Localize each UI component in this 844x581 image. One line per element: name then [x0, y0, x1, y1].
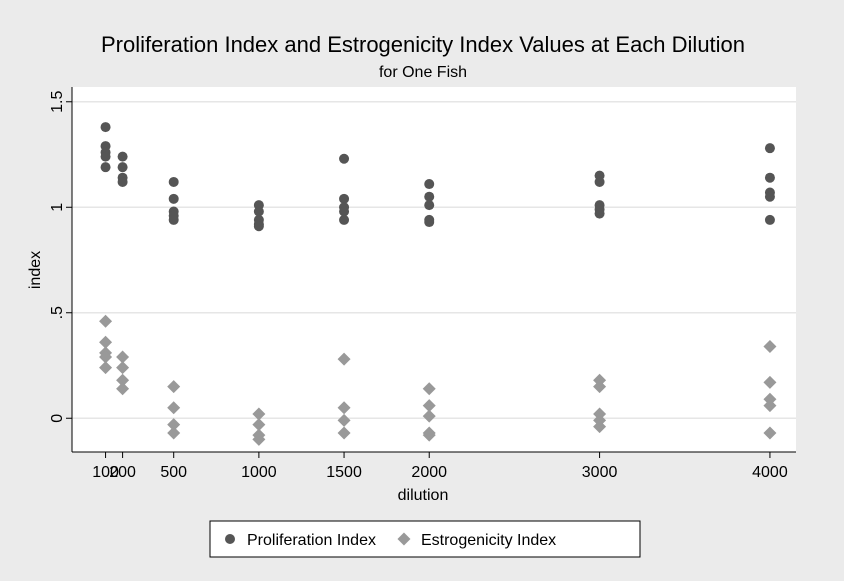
legend-label: Estrogenicity Index — [421, 532, 556, 549]
x-tick-label: 500 — [160, 464, 187, 481]
circle-marker — [339, 193, 350, 204]
diamond-marker — [593, 380, 607, 394]
diamond-marker — [422, 428, 436, 442]
circle-marker — [764, 172, 775, 183]
circle-marker — [764, 191, 775, 202]
x-tick-label: 3000 — [582, 464, 618, 481]
diamond-marker — [116, 373, 130, 387]
diamond-marker — [337, 352, 351, 366]
circle-marker — [764, 143, 775, 154]
diamond-marker — [99, 335, 113, 349]
circle-marker — [117, 162, 128, 173]
circle-marker — [253, 221, 264, 232]
diamond-marker — [167, 426, 181, 440]
x-tick-label: 1500 — [326, 464, 362, 481]
circle-marker — [339, 153, 350, 164]
diamond-marker — [422, 409, 436, 423]
circle-marker — [117, 151, 128, 162]
diamond-marker — [252, 432, 266, 446]
x-tick-label: 4000 — [752, 464, 788, 481]
circle-marker — [594, 176, 605, 187]
diamond-marker — [763, 426, 777, 440]
diamond-marker — [116, 361, 130, 375]
diamond-marker — [116, 382, 130, 396]
diamond-marker — [167, 401, 181, 415]
diamond-marker — [337, 413, 351, 427]
diamond-marker — [422, 382, 436, 396]
chart-subtitle: for One Fish — [379, 64, 467, 81]
y-axis-title: index — [27, 251, 44, 289]
x-tick-label: 200 — [109, 464, 136, 481]
diamond-marker — [252, 418, 266, 432]
circle-marker — [594, 208, 605, 219]
diamond-marker — [763, 399, 777, 413]
circle-marker — [168, 214, 179, 225]
diamond-marker — [99, 314, 113, 328]
diamond-marker — [99, 350, 113, 364]
circle-marker — [168, 193, 179, 204]
diamond-marker — [116, 350, 130, 364]
chart-title: Proliferation Index and Estrogenicity In… — [101, 32, 745, 57]
legend-marker — [397, 532, 411, 546]
diamond-marker — [167, 380, 181, 394]
x-tick-label: 1000 — [241, 464, 277, 481]
circle-marker — [253, 206, 264, 217]
diamond-marker — [763, 340, 777, 354]
y-tick-label: 1.5 — [49, 91, 66, 113]
circle-marker — [117, 176, 128, 187]
circle-marker — [424, 217, 435, 228]
diamond-marker — [252, 407, 266, 421]
circle-marker — [424, 179, 435, 190]
diamond-marker — [167, 418, 181, 432]
diamond-marker — [593, 420, 607, 434]
diamond-marker — [99, 361, 113, 375]
x-tick-label: 100 — [92, 464, 119, 481]
circle-marker — [100, 151, 111, 162]
diamond-marker — [763, 375, 777, 389]
circle-marker — [168, 176, 179, 187]
legend-label: Proliferation Index — [247, 532, 376, 549]
circle-marker — [100, 162, 111, 173]
plot-area — [72, 87, 796, 452]
y-tick-label: 0 — [49, 414, 66, 423]
diamond-marker — [337, 401, 351, 415]
x-tick-label: 2000 — [411, 464, 447, 481]
circle-marker — [100, 122, 111, 133]
circle-marker — [339, 214, 350, 225]
diamond-marker — [422, 399, 436, 413]
circle-marker — [424, 191, 435, 202]
circle-marker — [424, 200, 435, 211]
circle-marker — [764, 214, 775, 225]
circle-marker — [339, 206, 350, 217]
x-axis-title: dilution — [398, 487, 449, 504]
legend-box — [209, 520, 641, 558]
legend: Proliferation Index Estrogenicity Index — [209, 520, 641, 558]
diamond-marker — [337, 426, 351, 440]
legend-marker — [225, 534, 235, 544]
y-tick-label: .5 — [49, 306, 66, 319]
y-tick-label: 1 — [49, 203, 66, 212]
